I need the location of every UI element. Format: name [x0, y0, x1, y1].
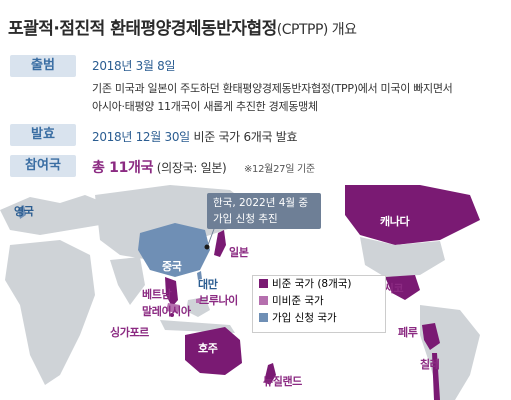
legend-ratified: 비준 국가 (8개국): [253, 276, 385, 293]
chile-shape: [432, 353, 440, 400]
legend-label-applicant: 가입 신청 국가: [272, 312, 337, 324]
callout-pointer: [207, 228, 215, 246]
taiwan-shape: [197, 271, 202, 280]
japan-shape: [214, 230, 226, 257]
callout-line-1: 한국, 2022년 4월 중: [213, 197, 309, 209]
legend-swatch-unratified: [259, 296, 268, 305]
title-main: 포괄적·점진적 환태평양경제동반자협정: [8, 19, 277, 39]
label-canada: 캐나다: [380, 215, 410, 228]
label-taiwan: 대만: [198, 278, 218, 291]
mexico-shape: [385, 275, 420, 300]
title-sub: (CPTPP) 개요: [276, 22, 357, 38]
newzealand-shape: [264, 363, 276, 385]
legend-label-ratified: 비준 국가 (8개국): [272, 278, 352, 290]
legend-swatch-applicant: [259, 313, 268, 322]
africa-landmass: [5, 240, 95, 385]
borneo-shape: [186, 297, 210, 317]
callout-line-2: 가입 신청 추진: [213, 213, 278, 225]
canada-shape: [345, 185, 480, 245]
label-chile: 칠레: [420, 358, 440, 371]
label-australia: 호주: [198, 342, 218, 355]
label-peru: 페루: [398, 326, 418, 339]
members-chair: (의장국: 일본): [153, 161, 227, 175]
launch-desc-2: 아시아·태평양 11개국이 새롭게 추진한 경제동맹체: [92, 100, 318, 113]
malaysia-shape: [166, 303, 180, 313]
singapore-dot: [170, 313, 174, 317]
label-effective: 발효: [10, 124, 76, 146]
label-japan: 일본: [229, 246, 249, 259]
legend-unratified: 미비준 국가: [253, 293, 385, 310]
korea-dot: [204, 244, 210, 250]
launch-desc-1: 기존 미국과 일본이 주도하던 환태평양경제동반자협정(TPP)에서 미국이 빠…: [92, 82, 453, 95]
usa-landmass: [360, 237, 445, 277]
legend-swatch-ratified: [259, 279, 268, 288]
peru-shape: [422, 323, 440, 350]
legend-applicant: 가입 신청 국가: [253, 310, 385, 327]
launch-date: 2018년 3월 8일: [92, 59, 176, 73]
effective-text: 2018년 12월 30일 비준 국가 6개국 발효: [92, 128, 298, 145]
label-vietnam: 베트남: [142, 288, 172, 301]
europe-landmass: [0, 195, 110, 235]
china-shape: [138, 223, 210, 277]
label-newzealand: 뉴질랜드: [263, 375, 302, 388]
members-count: 총 11개국: [92, 160, 154, 176]
australia-shape: [185, 327, 242, 375]
members-note: ※12월27일 기준: [243, 164, 315, 175]
effective-date: 2018년 12월 30일: [92, 130, 190, 144]
label-launch: 출범: [10, 55, 76, 77]
label-uk: 영국: [14, 205, 34, 218]
label-china: 중국: [162, 260, 182, 273]
label-singapore: 싱가포르: [110, 326, 149, 339]
uk-shape: [18, 205, 26, 219]
korea-callout: 한국, 2022년 4월 중 가입 신청 추진: [207, 193, 321, 229]
brunei-shape: [196, 298, 201, 303]
india-landmass: [110, 257, 145, 305]
effective-rest: 비준 국가 6개국 발효: [189, 130, 298, 144]
label-brunei: 브루나이: [199, 294, 238, 307]
members-text: 총 11개국 (의장국: 일본) ※12월27일 기준: [92, 157, 315, 177]
vietnam-shape: [165, 277, 178, 307]
map-legend: 비준 국가 (8개국) 미비준 국가 가입 신청 국가: [252, 275, 386, 333]
label-members: 참여국: [10, 155, 76, 177]
page-title: 포괄적·점진적 환태평양경제동반자협정(CPTPP) 개요: [8, 14, 357, 39]
label-malaysia: 말레이시아: [142, 305, 191, 318]
legend-label-unratified: 미비준 국가: [272, 295, 324, 307]
